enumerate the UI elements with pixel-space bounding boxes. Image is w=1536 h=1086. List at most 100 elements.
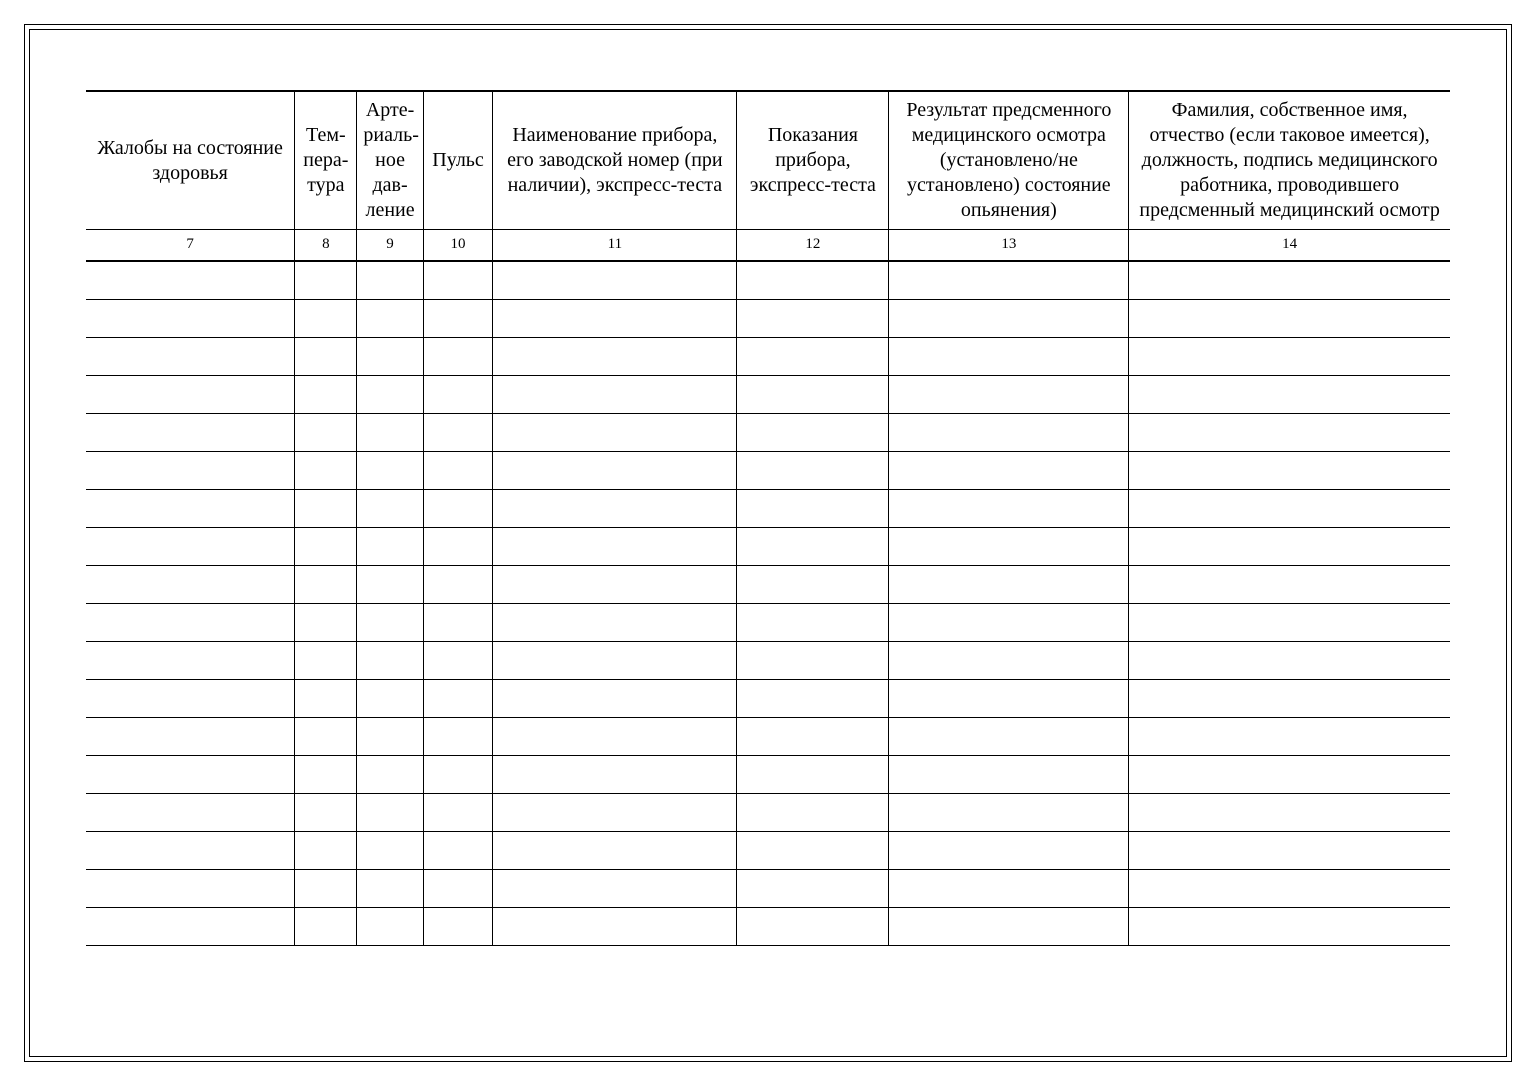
table-cell [1129, 414, 1450, 452]
table-cell [737, 718, 889, 756]
table-cell [737, 756, 889, 794]
table-cell [86, 908, 295, 946]
column-number: 8 [295, 230, 357, 262]
table-row [86, 642, 1450, 680]
table-cell [86, 490, 295, 528]
table-cell [423, 870, 493, 908]
table-cell [357, 261, 423, 300]
column-header: Пульс [423, 91, 493, 230]
table-cell [493, 680, 737, 718]
table-cell [889, 300, 1129, 338]
table-cell [423, 908, 493, 946]
table-cell [889, 604, 1129, 642]
table-row [86, 718, 1450, 756]
table-cell [86, 756, 295, 794]
table-cell [357, 300, 423, 338]
table-row [86, 528, 1450, 566]
table-cell [1129, 832, 1450, 870]
table-cell [493, 566, 737, 604]
table-cell [1129, 452, 1450, 490]
table-cell [1129, 604, 1450, 642]
table-cell [1129, 261, 1450, 300]
column-header: Показания прибора, экспресс-теста [737, 91, 889, 230]
table-cell [737, 338, 889, 376]
table-cell [737, 261, 889, 300]
table-cell [1129, 490, 1450, 528]
table-cell [889, 794, 1129, 832]
table-cell [423, 528, 493, 566]
table-cell [86, 566, 295, 604]
table-cell [493, 261, 737, 300]
table-cell [295, 908, 357, 946]
table-cell [493, 908, 737, 946]
table-cell [737, 528, 889, 566]
column-number: 14 [1129, 230, 1450, 262]
medical-exam-table: Жалобы на состояние здоровьяТем- пера- т… [86, 90, 1450, 946]
column-header: Тем- пера- тура [295, 91, 357, 230]
table-cell [493, 528, 737, 566]
table-cell [737, 566, 889, 604]
table-cell [1129, 794, 1450, 832]
table-cell [737, 870, 889, 908]
table-cell [423, 756, 493, 794]
table-cell [737, 604, 889, 642]
table-cell [493, 452, 737, 490]
column-header: Фамилия, собственное имя, отчество (если… [1129, 91, 1450, 230]
table-cell [493, 376, 737, 414]
table-cell [357, 376, 423, 414]
column-number: 13 [889, 230, 1129, 262]
table-row [86, 870, 1450, 908]
table-cell [295, 718, 357, 756]
table-cell [86, 300, 295, 338]
table-body [86, 261, 1450, 946]
table-cell [295, 756, 357, 794]
table-cell [423, 832, 493, 870]
table-cell [423, 794, 493, 832]
table-cell [423, 452, 493, 490]
table-row [86, 566, 1450, 604]
table-cell [295, 414, 357, 452]
table-cell [493, 870, 737, 908]
table-cell [889, 642, 1129, 680]
table-cell [86, 832, 295, 870]
table-cell [357, 604, 423, 642]
table-cell [889, 680, 1129, 718]
table-cell [889, 490, 1129, 528]
table-cell [295, 376, 357, 414]
table-row [86, 604, 1450, 642]
table-cell [86, 680, 295, 718]
column-number: 7 [86, 230, 295, 262]
table-cell [889, 756, 1129, 794]
table-cell [357, 794, 423, 832]
table-cell [1129, 718, 1450, 756]
table-cell [357, 452, 423, 490]
column-header: Арте- риаль- ное дав- ление [357, 91, 423, 230]
table-row [86, 261, 1450, 300]
table-row [86, 490, 1450, 528]
column-header: Результат предсменного медицинского осмо… [889, 91, 1129, 230]
table-cell [737, 832, 889, 870]
table-cell [86, 870, 295, 908]
table-cell [86, 261, 295, 300]
table-cell [295, 870, 357, 908]
table-cell [1129, 566, 1450, 604]
table-cell [737, 794, 889, 832]
column-number: 9 [357, 230, 423, 262]
table-cell [295, 452, 357, 490]
table-cell [493, 642, 737, 680]
table-cell [493, 718, 737, 756]
table-cell [889, 261, 1129, 300]
table-cell [737, 642, 889, 680]
table-cell [86, 414, 295, 452]
table-cell [423, 300, 493, 338]
table-row [86, 832, 1450, 870]
table-cell [86, 604, 295, 642]
table-row [86, 680, 1450, 718]
table-cell [357, 718, 423, 756]
table-row [86, 338, 1450, 376]
column-header: Жалобы на состояние здоровья [86, 91, 295, 230]
table-cell [357, 870, 423, 908]
table-cell [493, 490, 737, 528]
table-cell [493, 832, 737, 870]
table-cell [295, 490, 357, 528]
